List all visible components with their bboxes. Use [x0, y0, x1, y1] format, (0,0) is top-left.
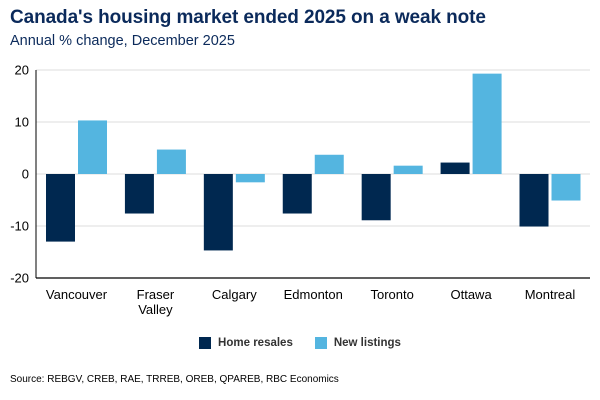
legend-item-home-resales[interactable]: Home resales: [199, 337, 293, 349]
chart-title: Canada's housing market ended 2025 on a …: [10, 7, 486, 28]
x-category-label: Toronto: [370, 287, 413, 302]
gridlines: [36, 69, 590, 227]
y-tick-label: 10: [15, 115, 29, 130]
bar-new-listings-edmonton[interactable]: [314, 154, 344, 174]
x-category-label: Ottawa: [450, 287, 492, 302]
bar-home-resales-montreal[interactable]: [519, 174, 549, 227]
x-category-label: Vancouver: [46, 287, 108, 302]
y-tick-label: -20: [10, 271, 29, 286]
legend-label-new-listings: New listings: [333, 337, 401, 349]
bar-home-resales-fraser-valley[interactable]: [124, 174, 154, 214]
bar-home-resales-ottawa[interactable]: [440, 162, 470, 174]
y-tick-label: 0: [22, 167, 29, 182]
bars: [46, 73, 581, 251]
bar-new-listings-fraser-valley[interactable]: [156, 149, 186, 174]
bar-new-listings-vancouver[interactable]: [78, 120, 107, 174]
bar-home-resales-calgary[interactable]: [203, 174, 233, 251]
bar-home-resales-edmonton[interactable]: [282, 174, 312, 214]
x-category-label: Calgary: [212, 287, 257, 302]
legend-label-home-resales: Home resales: [218, 337, 293, 349]
legend: Home resales New listings: [0, 337, 600, 349]
bar-new-listings-calgary[interactable]: [235, 174, 265, 183]
legend-item-new-listings[interactable]: New listings: [314, 337, 401, 349]
x-category-label: Edmonton: [284, 287, 343, 302]
legend-swatch-new-listings: [314, 337, 327, 349]
bar-home-resales-vancouver[interactable]: [46, 174, 75, 242]
bar-chart: 20 10 0 -10 -20 Vancouver Fraser Valley Calgary…: [10, 63, 590, 317]
bar-new-listings-toronto[interactable]: [393, 165, 423, 174]
x-category-labels: Vancouver Fraser Valley Calgary Edmonton Toro…: [46, 287, 575, 317]
y-tick-label: 20: [15, 63, 29, 78]
y-tick-label: -10: [10, 219, 29, 234]
x-category-label: Fraser Valley: [137, 287, 175, 317]
source-note: Source: REBGV, CREB, RAE, TRREB, OREB, Q…: [10, 374, 339, 385]
legend-swatch-home-resales: [199, 337, 212, 349]
bar-new-listings-montreal[interactable]: [551, 174, 581, 201]
bar-new-listings-ottawa[interactable]: [472, 73, 502, 174]
chart-subtitle: Annual % change, December 2025: [10, 33, 235, 49]
axes: [35, 70, 590, 279]
x-category-label: Montreal: [525, 287, 576, 302]
bar-home-resales-toronto[interactable]: [361, 174, 391, 221]
y-tick-labels: 20 10 0 -10 -20: [10, 63, 29, 286]
